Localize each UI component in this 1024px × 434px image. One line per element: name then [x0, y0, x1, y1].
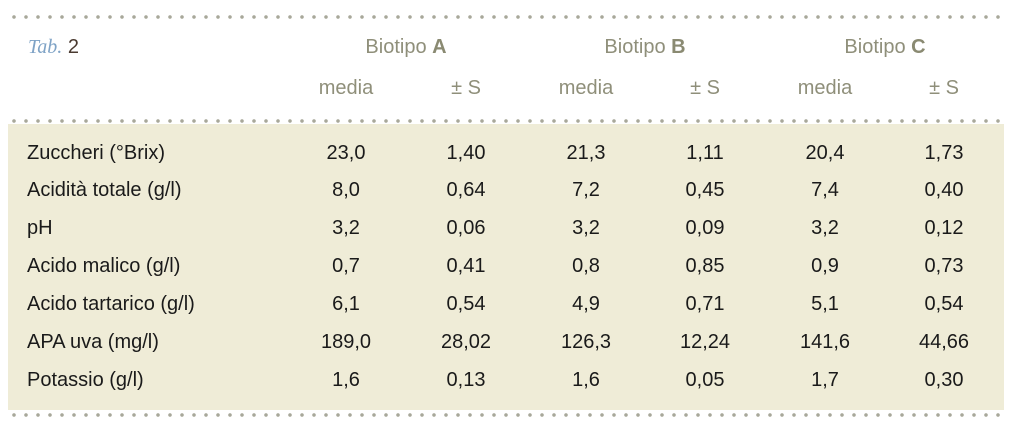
cell-sd-a: 0,41 — [446, 255, 486, 277]
cell-media-b: 7,2 — [572, 179, 600, 201]
cell-sd-c: 0,40 — [924, 179, 964, 201]
table-row: Potassio (g/l) 1,6 0,13 1,6 0,05 1,7 0,3… — [0, 361, 1024, 397]
table-row: Acido tartarico (g/l) 6,1 0,54 4,9 0,71 … — [0, 285, 1024, 321]
row-label: Potassio (g/l) — [27, 369, 144, 391]
cell-media-a: 1,6 — [332, 369, 360, 391]
cell-media-c: 3,2 — [811, 217, 839, 239]
group-header-prefix: Biotipo — [365, 36, 427, 58]
bottom-dotted-rule — [8, 412, 1008, 418]
cell-sd-a: 0,06 — [446, 217, 486, 239]
subheader-media-c: media — [797, 77, 853, 99]
cell-sd-c: 0,30 — [924, 369, 964, 391]
row-label: Zuccheri (°Brix) — [27, 142, 166, 164]
table-row: Acidità totale (g/l) 8,0 0,64 7,2 0,45 7… — [0, 171, 1024, 207]
group-header-b: Biotipo B — [604, 34, 685, 60]
table-caption: Tab. 2 — [28, 34, 79, 60]
cell-media-b: 3,2 — [572, 217, 600, 239]
group-header-prefix: Biotipo — [844, 36, 906, 58]
cell-media-a: 3,2 — [332, 217, 360, 239]
cell-sd-c: 0,54 — [924, 293, 964, 315]
row-label: Acidità totale (g/l) — [27, 179, 182, 201]
cell-sd-a: 0,64 — [446, 179, 486, 201]
cell-media-c: 141,6 — [799, 331, 851, 353]
table-row: Zuccheri (°Brix) 23,0 1,40 21,3 1,11 20,… — [0, 134, 1024, 170]
row-label: Acido malico (g/l) — [27, 255, 181, 277]
cell-sd-a: 0,13 — [446, 369, 486, 391]
caption-number: 2 — [67, 36, 79, 58]
subheader-sd-b: ± S — [690, 77, 720, 99]
cell-media-a: 0,7 — [332, 255, 360, 277]
cell-media-c: 5,1 — [811, 293, 839, 315]
cell-sd-a: 28,02 — [440, 331, 492, 353]
group-header-c: Biotipo C — [844, 34, 925, 60]
subheader-media-b: media — [558, 77, 614, 99]
cell-media-b: 126,3 — [560, 331, 612, 353]
row-label: APA uva (mg/l) — [27, 331, 159, 353]
cell-sd-b: 0,71 — [685, 293, 725, 315]
cell-sd-c: 0,12 — [924, 217, 964, 239]
table-row: Acido malico (g/l) 0,7 0,41 0,8 0,85 0,9… — [0, 247, 1024, 283]
caption-label: Tab. — [28, 36, 63, 58]
group-header-letter: A — [432, 36, 447, 58]
cell-media-b: 21,3 — [566, 142, 606, 164]
cell-media-c: 1,7 — [811, 369, 839, 391]
cell-media-b: 1,6 — [572, 369, 600, 391]
group-header-prefix: Biotipo — [604, 36, 666, 58]
cell-sd-c: 1,73 — [924, 142, 964, 164]
cell-media-a: 23,0 — [326, 142, 366, 164]
subheader-sd-c: ± S — [929, 77, 959, 99]
row-label: pH — [27, 217, 53, 239]
group-header-letter: C — [911, 36, 926, 58]
cell-media-b: 0,8 — [572, 255, 600, 277]
cell-media-c: 20,4 — [805, 142, 845, 164]
group-header-letter: B — [671, 36, 686, 58]
cell-sd-a: 0,54 — [446, 293, 486, 315]
cell-media-c: 0,9 — [811, 255, 839, 277]
cell-sd-b: 1,11 — [686, 142, 724, 164]
cell-media-b: 4,9 — [572, 293, 600, 315]
cell-media-a: 6,1 — [332, 293, 360, 315]
cell-sd-b: 12,24 — [679, 331, 731, 353]
cell-sd-c: 0,73 — [924, 255, 964, 277]
cell-sd-b: 0,05 — [685, 369, 725, 391]
subheader-media-a: media — [318, 77, 374, 99]
top-dotted-rule — [8, 14, 1008, 20]
cell-sd-a: 1,40 — [446, 142, 486, 164]
table-body-background — [8, 124, 1004, 410]
cell-media-a: 8,0 — [332, 179, 360, 201]
cell-media-c: 7,4 — [811, 179, 839, 201]
cell-sd-b: 0,85 — [685, 255, 725, 277]
cell-media-a: 189,0 — [320, 331, 372, 353]
row-label: Acido tartarico (g/l) — [27, 293, 195, 315]
cell-sd-c: 44,66 — [918, 331, 970, 353]
header-dotted-rule — [8, 118, 1008, 124]
subheader-sd-a: ± S — [451, 77, 481, 99]
table-row: APA uva (mg/l) 189,0 28,02 126,3 12,24 1… — [0, 323, 1024, 359]
cell-sd-b: 0,45 — [685, 179, 725, 201]
group-header-a: Biotipo A — [365, 34, 446, 60]
table-row: pH 3,2 0,06 3,2 0,09 3,2 0,12 — [0, 209, 1024, 245]
cell-sd-b: 0,09 — [685, 217, 725, 239]
